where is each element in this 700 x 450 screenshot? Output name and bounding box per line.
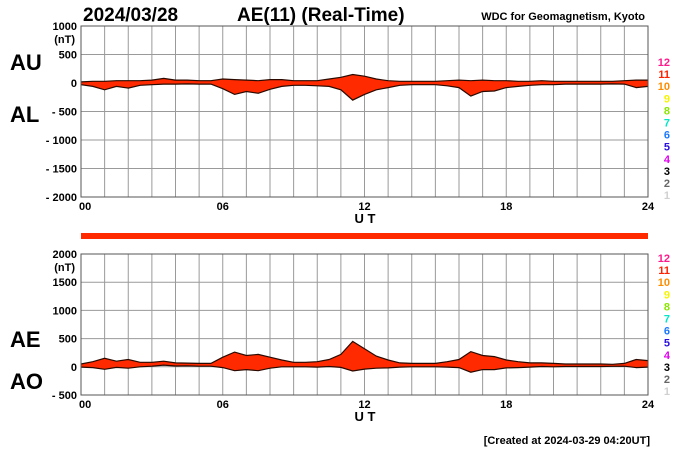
y-tick-label: 0 bbox=[71, 78, 77, 90]
station-count-legend-item: 12 bbox=[658, 57, 670, 69]
x-tick-label: 06 bbox=[217, 399, 229, 411]
x-axis-label: U T bbox=[355, 211, 376, 226]
y-tick-label: 1000 bbox=[53, 305, 77, 317]
date-title: 2024/03/28 bbox=[83, 5, 178, 26]
x-tick-label: 00 bbox=[79, 201, 91, 213]
x-axis-label: U T bbox=[355, 409, 376, 424]
station-count-legend-item: 12 bbox=[658, 253, 670, 265]
station-count-legend-item: 10 bbox=[658, 81, 670, 93]
y-tick-label: - 1500 bbox=[46, 164, 77, 176]
station-count-legend-item: 9 bbox=[664, 289, 670, 301]
x-tick-label: 00 bbox=[79, 399, 91, 411]
series-line-au bbox=[80, 73, 648, 83]
station-count-legend-item: 8 bbox=[664, 301, 670, 313]
y-tick-label: 500 bbox=[59, 334, 77, 346]
band-fill bbox=[81, 341, 648, 373]
y-tick-label: 2000 bbox=[53, 249, 77, 261]
station-count-legend-item: 7 bbox=[664, 314, 670, 326]
x-tick-label: 18 bbox=[500, 201, 512, 213]
station-count-legend-item: 3 bbox=[664, 166, 670, 178]
y-tick-label: 1000 bbox=[53, 21, 77, 33]
station-count-legend-item: 11 bbox=[658, 69, 670, 81]
y-tick-label: - 500 bbox=[52, 390, 77, 402]
y-unit-label: (nT) bbox=[54, 34, 75, 46]
index-label-ae: AE bbox=[10, 327, 41, 352]
plot-frame bbox=[80, 25, 649, 198]
station-count-legend-item: 7 bbox=[664, 118, 670, 130]
index-title: AE(11) (Real-Time) bbox=[237, 5, 405, 26]
index-label-ao: AO bbox=[10, 369, 43, 394]
x-tick-label: 12 bbox=[358, 399, 370, 411]
series-line-ae bbox=[80, 340, 649, 365]
y-tick-label: - 1000 bbox=[46, 135, 77, 147]
x-tick-label: 18 bbox=[500, 399, 512, 411]
source-label: WDC for Geomagnetism, Kyoto bbox=[481, 11, 645, 23]
station-count-legend-item: 8 bbox=[664, 105, 670, 117]
station-count-legend-item: 4 bbox=[664, 154, 671, 166]
y-unit-label: (nT) bbox=[54, 262, 75, 274]
station-count-legend-item: 2 bbox=[664, 178, 670, 190]
station-count-legend-item: 3 bbox=[664, 362, 670, 374]
station-count-legend-item: 10 bbox=[658, 277, 670, 289]
station-count-legend-item: 1 bbox=[664, 190, 670, 202]
y-tick-label: 500 bbox=[59, 50, 77, 62]
index-label-al: AL bbox=[10, 102, 39, 127]
station-count-legend-item: 6 bbox=[664, 326, 670, 338]
x-tick-label: 12 bbox=[358, 201, 370, 213]
x-tick-label: 24 bbox=[642, 201, 655, 213]
plot-frame bbox=[80, 253, 649, 396]
series-line-al bbox=[80, 83, 649, 101]
station-count-legend-item: 4 bbox=[664, 350, 671, 362]
series-line-ao bbox=[80, 364, 649, 373]
station-count-legend-item: 1 bbox=[664, 386, 670, 398]
x-tick-label: 24 bbox=[642, 399, 655, 411]
station-count-legend-item: 5 bbox=[664, 142, 670, 154]
panel-au-al: 1000 500 0 - 500 - 1000 - 1500 - 2000 (nT) 00 06 1… bbox=[10, 21, 671, 226]
station-count-bar bbox=[81, 233, 648, 239]
station-count-legend-item: 9 bbox=[664, 93, 670, 105]
station-count-legend-item: 2 bbox=[664, 374, 670, 386]
station-count-legend-item: 6 bbox=[664, 130, 670, 142]
y-tick-label: - 500 bbox=[52, 107, 77, 119]
created-timestamp: [Created at 2024-03-29 04:20UT] bbox=[484, 435, 651, 447]
x-tick-label: 06 bbox=[217, 201, 229, 213]
index-label-au: AU bbox=[10, 50, 42, 75]
y-tick-label: 0 bbox=[71, 362, 77, 374]
station-count-legend-item: 11 bbox=[658, 265, 670, 277]
station-count-legend-item: 5 bbox=[664, 338, 670, 350]
y-tick-label: - 2000 bbox=[46, 192, 77, 204]
y-tick-label: 1500 bbox=[53, 277, 77, 289]
